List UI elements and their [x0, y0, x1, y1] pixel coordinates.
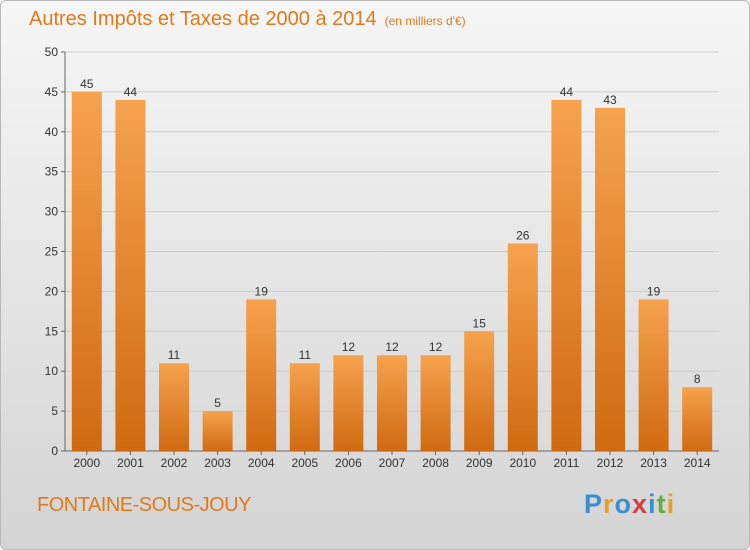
data-label: 19: [647, 284, 661, 298]
x-tick-label: 2006: [335, 456, 362, 470]
data-label: 45: [80, 77, 94, 91]
data-label: 19: [255, 284, 269, 298]
data-label: 8: [694, 372, 701, 386]
bar-2001[interactable]: [115, 99, 146, 451]
bar-2014[interactable]: [682, 387, 713, 451]
bar-2003[interactable]: [202, 411, 233, 451]
logo-letter: i: [648, 489, 657, 519]
y-tick-label: 0: [51, 444, 58, 458]
label-layer: 45 2000 44 2001 11 2002 5 2003 19 2004 11 2005 12 200…: [73, 77, 710, 470]
proxiti-logo[interactable]: Proxiti: [584, 489, 675, 520]
y-tick-label: 30: [45, 205, 59, 219]
y-tick-label: 10: [45, 364, 59, 378]
x-tick-label: 2010: [509, 456, 536, 470]
y-tick-label: 45: [45, 85, 59, 99]
y-tick-label: 15: [45, 324, 59, 338]
x-tick-label: 2008: [422, 456, 449, 470]
x-tick-label: 2009: [466, 456, 493, 470]
bar-2008[interactable]: [420, 355, 451, 451]
bar-2009[interactable]: [464, 331, 495, 451]
logo-letter: P: [584, 489, 604, 519]
data-label: 11: [168, 348, 181, 362]
y-tick-label: 20: [45, 284, 59, 298]
x-tick-label: 2013: [640, 456, 667, 470]
data-label: 12: [429, 340, 443, 354]
logo-letter: o: [614, 489, 633, 519]
bar-2000[interactable]: [71, 91, 102, 452]
x-tick-label: 2005: [291, 456, 318, 470]
logo-letter: i: [666, 489, 676, 519]
data-label: 12: [385, 340, 399, 354]
y-tick-label: 35: [45, 165, 59, 179]
bar-2006[interactable]: [333, 355, 364, 451]
x-tick-label: 2011: [553, 456, 579, 470]
bar-2011[interactable]: [551, 99, 582, 451]
y-tick-label: 50: [45, 45, 59, 59]
bar-2010[interactable]: [507, 243, 538, 451]
data-label: 11: [299, 348, 312, 362]
commune-name: FONTAINE-SOUS-JOUY: [37, 494, 251, 516]
y-tick-label: 5: [51, 404, 58, 418]
x-tick-label: 2003: [204, 456, 231, 470]
bar-2005[interactable]: [289, 363, 320, 451]
chart-unit: (en milliers d'€): [384, 14, 466, 28]
y-tick-label: 40: [45, 125, 59, 139]
logo-letter: r: [603, 489, 615, 519]
chart-title-text: Autres Impôts et Taxes de 2000 à 2014: [29, 8, 377, 30]
data-label: 12: [342, 340, 356, 354]
x-tick-label: 2012: [597, 456, 624, 470]
data-label: 43: [603, 93, 617, 107]
x-tick-label: 2004: [248, 456, 275, 470]
bar-2002[interactable]: [159, 363, 189, 451]
chart-title: Autres Impôts et Taxes de 2000 à 2014 (en…: [29, 8, 466, 31]
data-label: 26: [516, 229, 530, 243]
bar-2012[interactable]: [595, 107, 625, 452]
x-tick-label: 2001: [117, 456, 144, 470]
x-tick-label: 2014: [684, 456, 711, 470]
x-tick-label: 2002: [161, 456, 188, 470]
data-label: 15: [473, 316, 487, 330]
x-tick-label: 2007: [379, 456, 406, 470]
x-tick-label: 2000: [73, 456, 100, 470]
data-label: 44: [560, 85, 574, 99]
bar-2004[interactable]: [246, 299, 277, 451]
logo-letter: t: [656, 489, 667, 519]
data-label: 5: [214, 396, 221, 410]
y-tick-label: 25: [45, 245, 59, 259]
bar-2007[interactable]: [377, 355, 407, 451]
bar-layer: [71, 91, 713, 452]
logo-letter: x: [632, 489, 649, 519]
bar-2013[interactable]: [638, 299, 669, 451]
data-label: 44: [124, 85, 138, 99]
